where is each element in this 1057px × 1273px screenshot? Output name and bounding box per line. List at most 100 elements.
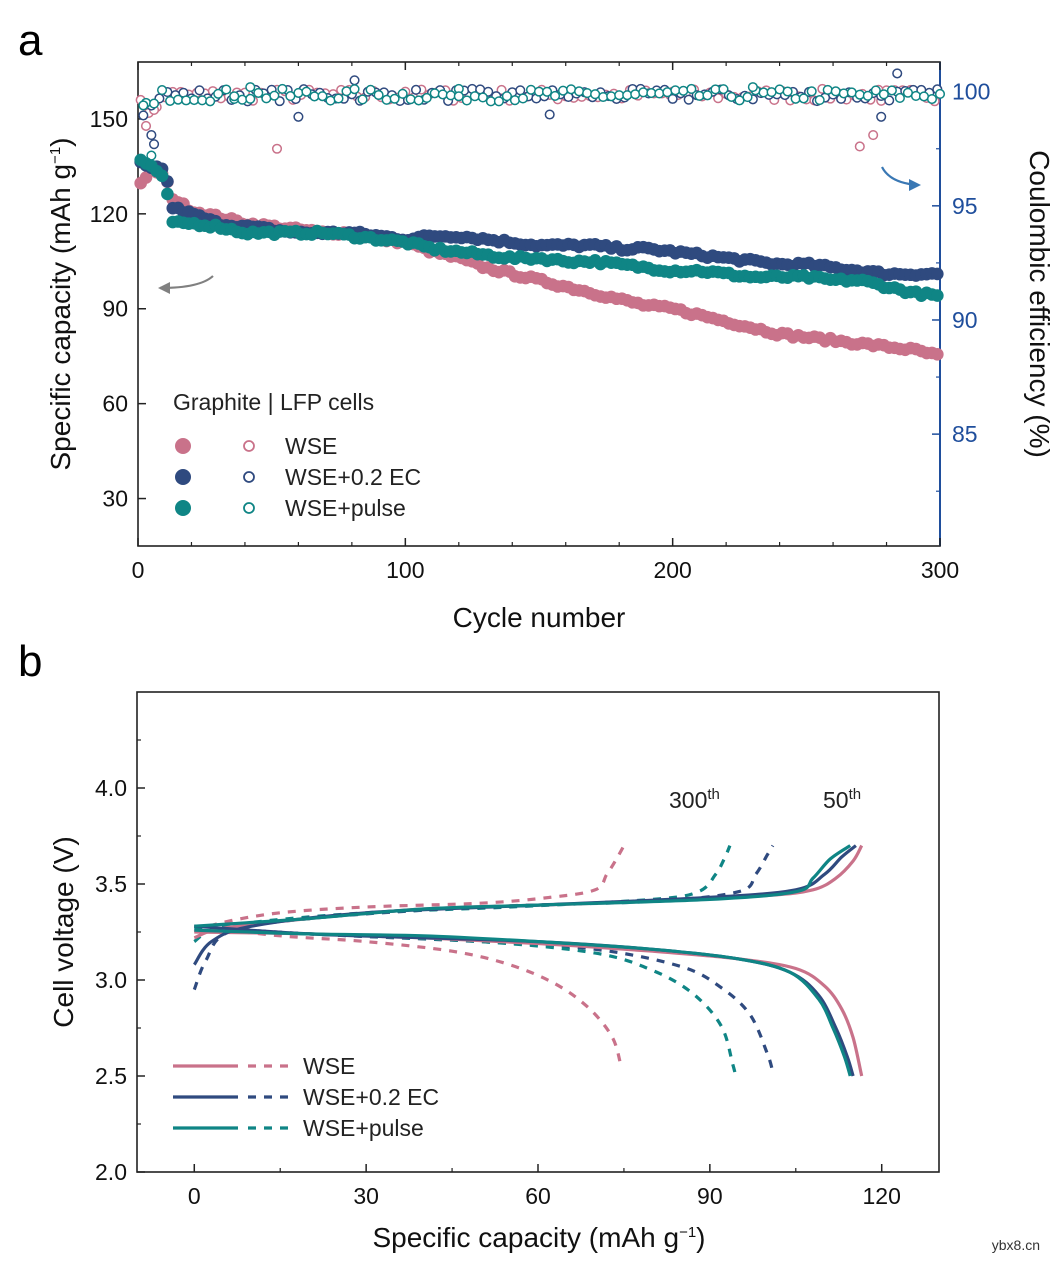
legend-marker-wse-pulse-filled (175, 500, 191, 516)
legend-b-label-wse: WSE (303, 1053, 355, 1079)
ce-point-wse_pulse (509, 95, 520, 106)
ce-outlier-wse_pulse (229, 91, 240, 102)
panel-b: b 0 30 60 90 120 2.0 2.5 3.0 3.5 4.0 300th 50th S… (18, 637, 940, 1253)
ce-point-wse_pulse (269, 90, 280, 101)
curve-wse_pulse-cycle50-charge (194, 844, 852, 928)
ce-point-wse_pulse (854, 89, 865, 100)
ce-point-wse_pulse (566, 84, 577, 95)
capacity-point-wse_pulse (931, 289, 944, 302)
capacity-series-a (134, 153, 944, 361)
ce-point-wse_pulse (606, 91, 617, 102)
voltage-curves-b (192, 844, 864, 1077)
ce-point-wse_pulse (558, 85, 569, 96)
ce-point-wse_pulse (477, 92, 488, 103)
y2-tick-label-a: 95 (952, 193, 978, 219)
ce-point-wse_ec (194, 85, 205, 96)
ce-outlier-wse_pulse (747, 82, 758, 93)
y-axis-title-b: Cell voltage (V) (48, 836, 79, 1027)
ce-point-wse_pulse (293, 87, 304, 98)
ce-point-wse_pulse (934, 88, 946, 100)
ce-outlier-wse_ec (146, 130, 157, 141)
x-tick-label-a: 200 (653, 557, 691, 583)
ce-point-wse_pulse (846, 87, 857, 98)
ce-outlier-wse_ec (293, 111, 304, 122)
x-tick-label-b: 60 (525, 1183, 551, 1209)
ce-point-wse_pulse (662, 87, 673, 98)
ce-point-wse_pulse (205, 96, 216, 107)
ce-point-wse_pulse (421, 92, 432, 104)
legend-marker-wse-filled (175, 438, 191, 454)
ce-point-wse_pulse (742, 92, 753, 103)
ticks-a: 0 100 200 300 30 60 90 120 150 85 90 95 100 (90, 62, 990, 583)
legend-marker-wse-ec-open (243, 471, 255, 483)
x-tick-label-b: 30 (353, 1183, 379, 1209)
ce-point-wse_pulse (429, 88, 440, 99)
x-tick-label-b: 120 (863, 1183, 901, 1209)
y-tick-label-a: 30 (102, 486, 128, 512)
ce-point-wse_ec (410, 84, 422, 95)
ce-outlier-wse_ec (349, 75, 360, 86)
ce-point-wse_pulse (317, 91, 328, 102)
y-tick-label-a: 60 (102, 391, 128, 417)
legend-marker-wse-open (243, 440, 255, 452)
capacity-point-wse_ec (931, 267, 944, 281)
ce-point-wse_pulse (525, 84, 537, 95)
ce-point-wse_pulse (702, 90, 713, 101)
ce-point-wse_pulse (373, 89, 384, 101)
ce-point-wse_pulse (782, 86, 793, 97)
panel-label-a: a (18, 16, 43, 65)
y-tick-label-b: 2.5 (95, 1063, 127, 1089)
ce-point-wse_pulse (862, 90, 873, 101)
legend-marker-wse-pulse-open (243, 502, 255, 514)
ce-point-wse_pulse (501, 91, 512, 102)
y2-tick-label-a: 85 (952, 421, 978, 447)
ce-point-wse_pulse (253, 87, 264, 98)
ce-point-wse_pulse (541, 86, 553, 97)
ce-point-wse_pulse (365, 84, 376, 95)
ce-point-wse_pulse (357, 94, 368, 105)
ce-point-wse_pulse (870, 85, 881, 96)
y-tick-label-b: 2.0 (95, 1159, 127, 1185)
x-tick-label-b: 90 (697, 1183, 723, 1209)
ce-point-wse_pulse (517, 93, 529, 104)
ce-point-wse_pulse (814, 95, 825, 106)
ce-series-a (135, 68, 946, 161)
ce-point-wse_pulse (341, 86, 352, 97)
ce-point-wse_pulse (598, 91, 609, 103)
legend-marker-wse-ec-filled (175, 469, 191, 485)
panel-label-b: b (18, 637, 42, 686)
ce-point-wse_pulse (830, 86, 841, 97)
ce-point-wse_pulse (349, 84, 360, 95)
legend-b-label-wse-ec: WSE+0.2 EC (303, 1084, 439, 1110)
ce-point-wse_pulse (718, 84, 729, 95)
ce-point-wse_pulse (582, 88, 593, 99)
ce-point-wse_pulse (445, 90, 456, 101)
ce-point-wse_pulse (221, 84, 232, 95)
ce-point-wse_pulse (397, 88, 408, 99)
x-tick-label-a: 0 (132, 557, 145, 583)
ce-outlier-wse_ec (892, 68, 903, 79)
y-axis-title-a: Specific capacity (mAh g−1) (45, 137, 76, 470)
annotation-50th: 50th (823, 786, 861, 813)
ce-point-wse_pulse (822, 84, 833, 95)
ce-point-wse_pulse (622, 90, 633, 101)
ce-point-wse_pulse (437, 89, 448, 100)
ce-point-wse_pulse (798, 93, 809, 104)
curve-wse-cycle300-discharge (194, 924, 623, 1067)
capacity-point-wse (139, 171, 153, 184)
ce-point-wse_pulse (405, 94, 416, 105)
legend-b: WSE WSE+0.2 EC WSE+pulse (173, 1053, 439, 1141)
curve-wse_ec-cycle300-charge (192, 844, 775, 991)
y-tick-label-a: 90 (102, 296, 128, 322)
y-tick-label-b: 3.5 (95, 871, 127, 897)
ce-point-wse_pulse (726, 91, 737, 102)
ce-point-wse_ec (667, 93, 678, 104)
ce-outlier-wse_ec (544, 109, 555, 120)
y-tick-label-a: 150 (90, 106, 128, 132)
ce-point-wse_pulse (301, 86, 312, 97)
x-tick-label-a: 300 (921, 557, 959, 583)
ce-point-wse_pulse (638, 87, 649, 98)
ce-outlier-wse (854, 141, 865, 152)
ce-point-wse_pulse (157, 85, 168, 96)
